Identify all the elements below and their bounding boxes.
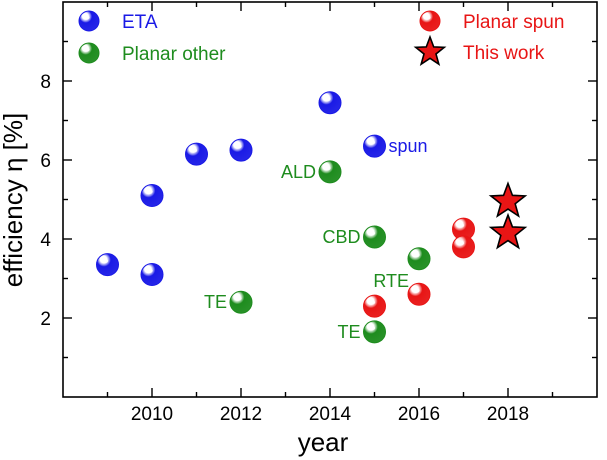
legend-label-planar-spun: Planar spun [463,12,564,33]
annotation-rte: RTE [373,271,409,291]
tick-labels: 2010 2012 2014 2016 2018 2 4 6 8 [40,72,529,425]
legend-sphere [78,10,100,32]
annotations: spun ALD CBD RTE TE TE [204,136,428,342]
x-tick-label: 2012 [220,404,262,425]
y-tick-label: 6 [40,151,51,172]
point-planar-other [363,225,386,249]
legend-left: ETA Planar other [78,10,226,65]
legend-sphere [78,42,100,64]
point-planar-other [363,320,386,344]
point-planar-other [407,247,431,271]
point-eta [140,184,164,208]
y-tick-label: 8 [40,72,51,93]
point-planar-spun [407,282,431,306]
point-this-work [488,181,528,218]
legend-label-this-work: This work [463,43,545,64]
legend-marker-planar-other [78,42,100,64]
y-axis-title: efficiency η [%] [0,113,28,287]
legend-sphere [419,10,441,32]
legend-marker-planar-spun [419,10,441,32]
point-planar-spun [452,235,475,259]
x-tick-label: 2014 [309,404,352,425]
point-planar-other [229,290,253,314]
point-this-work [488,212,528,250]
legend-label-eta: ETA [122,12,158,33]
x-tick-label: 2010 [131,404,173,425]
point-planar-other [318,160,342,184]
legend-right: Planar spun This work [413,10,564,66]
x-axis-title: year [298,427,349,457]
legend-marker-eta [78,10,100,32]
legend-label-planar-other: Planar other [122,44,226,65]
data-points [96,91,528,344]
point-planar-spun [363,294,386,318]
point-eta [318,91,342,115]
annotation-ald: ALD [281,162,316,182]
point-eta [363,134,386,158]
x-tick-label: 2018 [487,404,529,425]
legend-marker-this-work [413,34,447,66]
annotation-te: TE [204,292,227,312]
annotation-spun: spun [389,136,428,156]
point-eta [96,253,119,277]
annotation-te: TE [337,322,360,342]
legend-star [413,34,447,66]
point-eta [229,138,253,162]
y-tick-label: 2 [40,309,51,330]
y-tick-label: 4 [40,230,51,251]
annotation-cbd: CBD [322,227,360,247]
point-eta [185,142,208,166]
axis-ticks [63,2,597,397]
x-tick-label: 2016 [398,404,440,425]
point-eta [140,263,164,287]
